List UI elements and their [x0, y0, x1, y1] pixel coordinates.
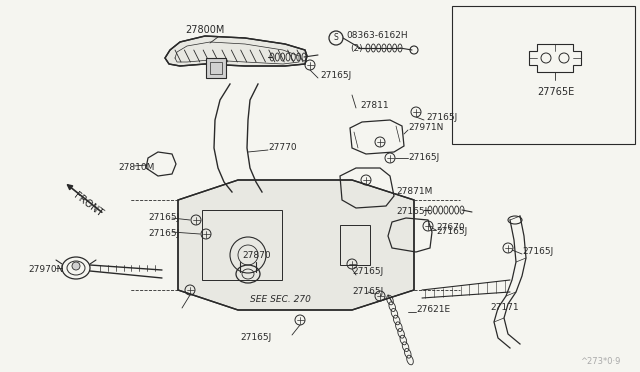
Text: 27165J: 27165J	[396, 208, 428, 217]
Text: 27770: 27770	[268, 144, 296, 153]
Text: 08363-6162H: 08363-6162H	[346, 31, 408, 39]
Text: 27165J: 27165J	[408, 154, 439, 163]
Text: 27970N: 27970N	[28, 266, 63, 275]
Polygon shape	[178, 180, 414, 310]
Text: 27165J: 27165J	[148, 230, 179, 238]
Text: 27165J: 27165J	[240, 334, 271, 343]
Text: 27670: 27670	[436, 224, 465, 232]
Text: 27165J: 27165J	[436, 228, 467, 237]
Text: (2): (2)	[350, 44, 363, 52]
Text: 27165J: 27165J	[148, 214, 179, 222]
Bar	[452, 6, 635, 144]
Text: SEE SEC. 270: SEE SEC. 270	[250, 295, 310, 305]
Text: 27971N: 27971N	[408, 124, 444, 132]
Text: 27621E: 27621E	[416, 305, 450, 314]
Text: S: S	[333, 33, 339, 42]
Text: FRONT: FRONT	[72, 191, 104, 219]
Text: 27171: 27171	[490, 304, 518, 312]
Bar	[202, 210, 282, 280]
Text: 27800M: 27800M	[185, 25, 225, 35]
Text: 27870: 27870	[242, 251, 271, 260]
Text: 27871M: 27871M	[396, 187, 433, 196]
Bar	[210, 62, 222, 74]
Bar	[340, 225, 370, 265]
Ellipse shape	[72, 262, 80, 270]
Text: 27165J: 27165J	[426, 113, 457, 122]
Text: 27165J: 27165J	[352, 288, 383, 296]
Text: ^273*0·9: ^273*0·9	[580, 357, 620, 366]
Text: 27165J: 27165J	[352, 267, 383, 276]
Text: 27811: 27811	[360, 100, 388, 109]
Polygon shape	[165, 36, 307, 66]
Text: 27765E: 27765E	[537, 87, 574, 97]
Bar	[206, 58, 226, 78]
Text: 27165J: 27165J	[320, 71, 351, 80]
Text: 27810M: 27810M	[118, 164, 154, 173]
Text: 27165J: 27165J	[522, 247, 553, 257]
